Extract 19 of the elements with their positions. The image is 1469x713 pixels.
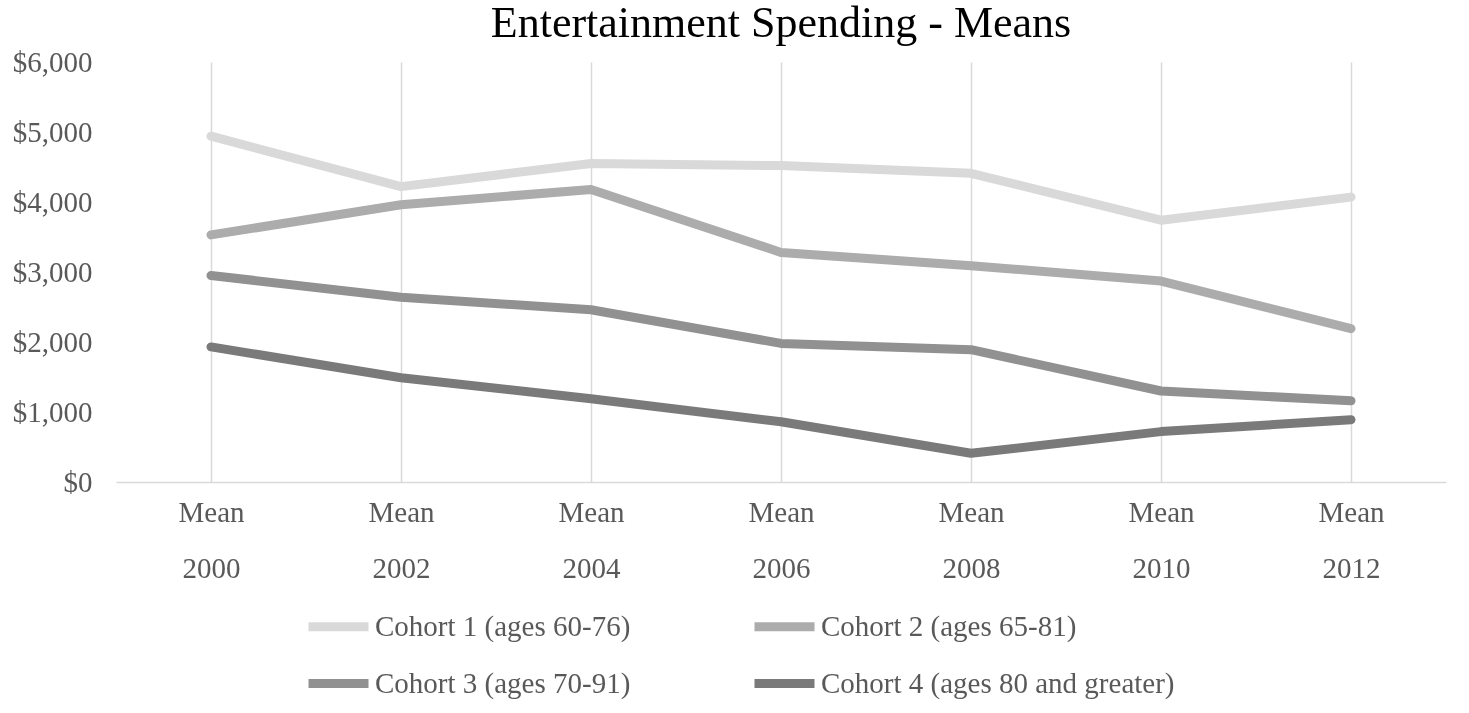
- legend-label: Cohort 3 (ages 70-91): [375, 666, 631, 700]
- y-tick-label: $2,000: [12, 325, 93, 358]
- y-tick-label: $5,000: [12, 115, 93, 148]
- y-tick-label: $0: [63, 465, 93, 498]
- x-tick-label: Mean 2012: [1318, 495, 1386, 584]
- x-tick-label: Mean 2010: [1128, 495, 1196, 584]
- chart-title: Entertainment Spending - Means: [490, 0, 1072, 47]
- y-tick-label: $1,000: [12, 395, 93, 428]
- x-tick-label: Mean 2006: [748, 495, 816, 584]
- y-tick-label: $6,000: [12, 45, 93, 78]
- legend-label: Cohort 2 (ages 65-81): [821, 609, 1077, 643]
- x-tick-label: Mean 2000: [178, 495, 246, 584]
- x-tick-label: Mean 2004: [558, 495, 626, 584]
- y-tick-label: $3,000: [12, 255, 93, 288]
- legend-label: Cohort 1 (ages 60-76): [375, 609, 631, 643]
- y-tick-label: $4,000: [12, 185, 93, 218]
- x-tick-label: Mean 2008: [938, 495, 1006, 584]
- x-tick-label: Mean 2002: [368, 495, 436, 584]
- legend-label: Cohort 4 (ages 80 and greater): [821, 666, 1175, 700]
